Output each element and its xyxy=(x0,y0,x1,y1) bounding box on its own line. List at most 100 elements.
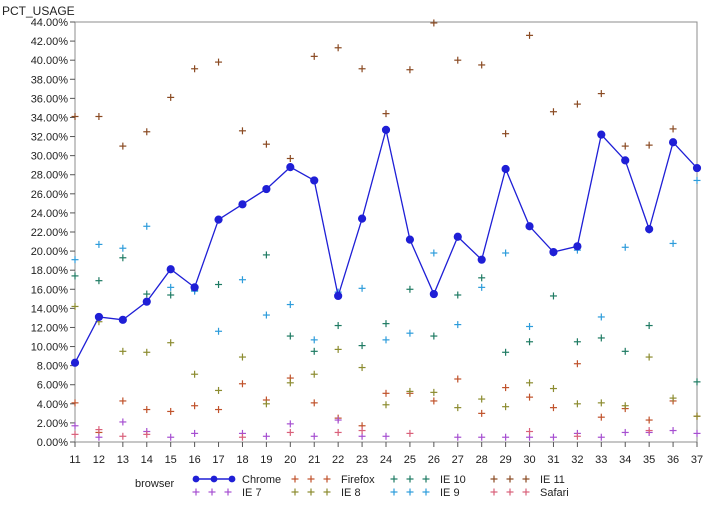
series-firefox xyxy=(71,360,701,436)
legend-label: IE 11 xyxy=(540,474,565,486)
data-point-ie-9 xyxy=(262,311,270,319)
data-point-ie-10 xyxy=(95,277,103,285)
data-point-ie-7 xyxy=(310,432,318,440)
legend-label: Chrome xyxy=(242,474,281,486)
data-point-ie-10 xyxy=(406,285,414,293)
data-point-ie-11 xyxy=(669,125,677,133)
data-point-ie-9 xyxy=(406,329,414,337)
series-ie-9 xyxy=(71,176,701,344)
legend-item-ie-9: IE 9 xyxy=(390,487,460,499)
data-point-ie-8 xyxy=(549,385,557,393)
legend-swatch-marker xyxy=(522,475,530,483)
data-point-ie-9 xyxy=(119,244,127,252)
y-axis: 0.00% 2.00% 4.00% 6.00% 8.00% 10.00% 12.00% 14.… xyxy=(31,17,75,449)
data-point-ie-10 xyxy=(167,291,175,299)
data-point-firefox xyxy=(71,399,79,407)
data-point-ie-10 xyxy=(549,292,557,300)
data-point-ie-11 xyxy=(573,100,581,108)
data-point-firefox xyxy=(382,389,390,397)
data-point-ie-9 xyxy=(71,256,79,264)
data-point-chrome xyxy=(357,214,367,223)
data-point-safari xyxy=(645,427,653,435)
data-point-ie-8 xyxy=(526,379,534,387)
y-tick-label: 32.00% xyxy=(31,132,69,144)
data-point-chrome xyxy=(453,232,462,241)
data-point-ie-8 xyxy=(478,395,486,403)
data-point-firefox xyxy=(597,413,605,421)
legend-swatch-marker xyxy=(390,475,398,483)
y-tick-label: 36.00% xyxy=(31,93,69,105)
legend-swatch-marker xyxy=(506,488,514,496)
y-tick-label: 18.00% xyxy=(31,265,69,277)
data-point-ie-8 xyxy=(71,302,79,310)
legend-label: Firefox xyxy=(341,474,375,486)
data-point-ie-8 xyxy=(334,345,342,353)
data-point-firefox xyxy=(645,416,653,424)
data-point-ie-7 xyxy=(693,429,701,437)
data-point-ie-7 xyxy=(669,427,677,435)
legend-item-ie-7: IE 7 xyxy=(192,487,262,499)
data-series xyxy=(70,19,702,441)
data-point-ie-9 xyxy=(526,323,534,330)
legend-swatch-marker xyxy=(422,475,430,483)
y-axis-title: PCT_USAGE xyxy=(2,4,75,18)
legend-label: IE 10 xyxy=(440,474,466,486)
data-point-safari xyxy=(95,426,103,434)
data-point-ie-8 xyxy=(191,370,199,378)
data-point-ie-9 xyxy=(478,283,486,291)
legend-swatch-marker xyxy=(323,475,331,483)
data-point-firefox xyxy=(310,399,318,407)
data-point-safari xyxy=(119,432,127,440)
x-tick-label: 11 xyxy=(69,454,80,466)
y-tick-label: 20.00% xyxy=(31,246,69,258)
data-point-ie-11 xyxy=(215,58,223,66)
data-point-ie-10 xyxy=(358,342,366,350)
data-point-ie-9 xyxy=(382,336,390,344)
data-point-chrome xyxy=(621,156,630,165)
data-point-firefox xyxy=(478,409,486,417)
data-point-ie-7 xyxy=(286,420,294,428)
legend-swatch-marker xyxy=(522,488,530,496)
data-point-ie-7 xyxy=(167,433,175,441)
data-point-firefox xyxy=(215,406,223,414)
x-tick-label: 30 xyxy=(523,454,535,466)
data-point-ie-7 xyxy=(119,418,127,426)
data-point-chrome xyxy=(549,247,558,257)
data-point-ie-7 xyxy=(597,433,605,441)
x-tick-label: 13 xyxy=(117,454,129,466)
y-tick-label: 16.00% xyxy=(31,284,69,296)
data-point-ie-8 xyxy=(310,370,318,378)
data-point-ie-8 xyxy=(215,386,223,394)
data-point-firefox xyxy=(238,380,246,388)
data-point-ie-8 xyxy=(669,394,677,402)
data-point-chrome xyxy=(501,164,510,174)
x-tick-label: 12 xyxy=(93,454,105,466)
legend-swatch-marker xyxy=(323,488,331,496)
x-tick-label: 31 xyxy=(547,454,559,466)
data-point-safari xyxy=(573,432,581,440)
series-ie-8 xyxy=(71,302,701,420)
legend-label: Safari xyxy=(540,487,569,499)
data-point-ie-7 xyxy=(502,433,510,441)
data-point-ie-11 xyxy=(430,19,438,27)
data-point-chrome xyxy=(429,289,438,299)
x-tick-label: 28 xyxy=(476,454,488,466)
data-point-ie-8 xyxy=(621,402,629,410)
legend-swatch-marker xyxy=(390,488,398,496)
legend-swatch-marker xyxy=(192,488,200,496)
data-point-ie-11 xyxy=(95,113,103,120)
data-point-ie-11 xyxy=(621,142,629,150)
series-ie-10 xyxy=(71,251,701,386)
x-tick-label: 20 xyxy=(284,454,296,466)
legend-swatch-marker xyxy=(307,488,315,496)
data-point-ie-9 xyxy=(669,239,677,247)
legend-swatch-marker xyxy=(224,488,232,496)
data-point-ie-11 xyxy=(143,128,151,136)
data-point-firefox xyxy=(526,393,534,401)
data-point-ie-8 xyxy=(119,347,127,355)
data-point-ie-10 xyxy=(310,347,318,355)
legend-swatch-marker xyxy=(422,488,430,496)
data-point-safari xyxy=(286,428,294,436)
data-point-ie-7 xyxy=(95,433,103,441)
data-point-firefox xyxy=(549,404,557,412)
